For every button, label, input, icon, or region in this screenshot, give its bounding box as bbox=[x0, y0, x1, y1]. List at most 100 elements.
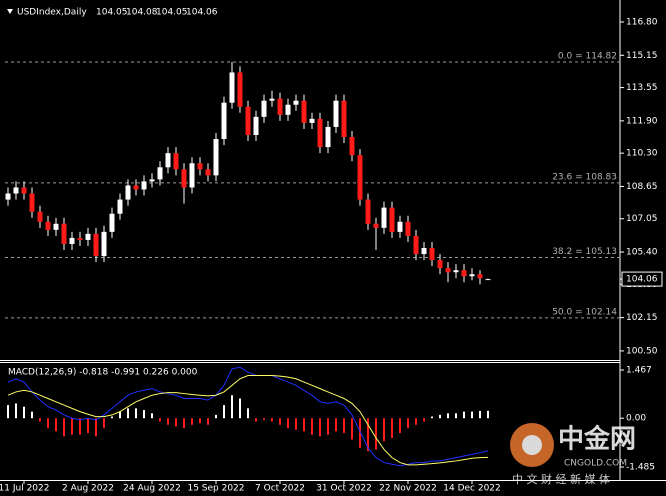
macd-histogram-bar bbox=[7, 405, 9, 419]
macd-histogram-bar bbox=[399, 418, 401, 434]
x-tick-label: 15 Sep 2022 bbox=[187, 484, 244, 494]
candle-body bbox=[5, 193, 11, 200]
candle-body bbox=[485, 279, 491, 281]
candle-body bbox=[101, 231, 107, 257]
y-tick-label: 110.30 bbox=[626, 149, 658, 159]
candle-body bbox=[85, 233, 91, 240]
macd-histogram-bar bbox=[87, 418, 89, 434]
candle-body bbox=[469, 274, 475, 277]
watermark-site: CNGOLD.COM bbox=[564, 459, 627, 469]
candle-body bbox=[349, 137, 355, 156]
macd-histogram-bar bbox=[119, 411, 121, 419]
candle-body bbox=[381, 207, 387, 228]
candle-body bbox=[69, 237, 75, 244]
candle-body bbox=[301, 100, 307, 123]
macd-histogram-bar bbox=[383, 418, 385, 442]
candle-body bbox=[453, 270, 459, 273]
candle-body bbox=[221, 102, 227, 140]
macd-histogram-bar bbox=[95, 418, 97, 437]
watermark-logo-icon-inner bbox=[522, 435, 542, 455]
macd-histogram-bar bbox=[127, 408, 129, 419]
macd-histogram-bar bbox=[175, 418, 177, 427]
macd-histogram-bar bbox=[159, 418, 161, 422]
macd-histogram-bar bbox=[287, 418, 289, 429]
macd-histogram-bar bbox=[47, 418, 49, 429]
candle-body bbox=[365, 199, 371, 224]
watermark-logo: 中金网 bbox=[558, 424, 636, 455]
macd-histogram-bar bbox=[223, 405, 225, 419]
macd-histogram-bar bbox=[471, 411, 473, 419]
macd-histogram-bar bbox=[439, 414, 441, 419]
macd-histogram-bar bbox=[359, 418, 361, 448]
macd-histogram-bar bbox=[295, 418, 297, 430]
candle-body bbox=[341, 100, 347, 138]
ohlc-low: 104.05 bbox=[156, 8, 188, 18]
y-tick-label: 115.15 bbox=[626, 51, 658, 61]
y-tick-label: 113.55 bbox=[626, 83, 658, 93]
macd-histogram-bar bbox=[23, 406, 25, 419]
candle-body bbox=[53, 223, 59, 230]
candle-body bbox=[197, 163, 203, 170]
candle-body bbox=[413, 235, 419, 255]
candle-body bbox=[293, 100, 299, 105]
ohlc-open: 104.05 bbox=[96, 8, 128, 18]
candle-body bbox=[125, 185, 131, 200]
candle-body bbox=[149, 179, 155, 182]
candle-body bbox=[245, 106, 251, 135]
candle-body bbox=[269, 98, 275, 101]
candle-body bbox=[173, 153, 179, 170]
x-tick-label: 11 Jul 2022 bbox=[0, 484, 49, 494]
candle-body bbox=[213, 139, 219, 176]
candle-body bbox=[309, 118, 315, 123]
candle-body bbox=[317, 118, 323, 148]
macd-histogram-bar bbox=[103, 418, 105, 429]
macd-histogram-bar bbox=[279, 418, 281, 425]
candle-body bbox=[117, 199, 123, 214]
x-tick-label: 7 Oct 2022 bbox=[255, 484, 305, 494]
candle-body bbox=[133, 185, 139, 190]
macd-histogram-bar bbox=[263, 418, 265, 420]
macd-histogram-bar bbox=[375, 418, 377, 450]
y-tick-label: 100.50 bbox=[626, 346, 658, 356]
macd-histogram-bar bbox=[79, 418, 81, 435]
macd-histogram-bar bbox=[431, 416, 433, 419]
candle-body bbox=[141, 181, 147, 190]
candle-body bbox=[29, 193, 35, 212]
x-tick-label: 14 Dec 2022 bbox=[443, 484, 501, 494]
macd-histogram-bar bbox=[455, 413, 457, 419]
menu-arrow[interactable] bbox=[7, 9, 13, 14]
macd-histogram-bar bbox=[215, 414, 217, 419]
candle-body bbox=[261, 100, 267, 117]
macd-histogram-bar bbox=[327, 418, 329, 435]
macd-histogram-bar bbox=[39, 418, 41, 422]
current-price-box bbox=[621, 271, 663, 287]
candle-body bbox=[253, 116, 259, 135]
macd-histogram-bar bbox=[183, 418, 185, 429]
candle-body bbox=[165, 153, 171, 168]
candle-body bbox=[285, 104, 291, 115]
fib-label: 0.0 = 114.82 bbox=[558, 51, 617, 61]
macd-histogram-bar bbox=[151, 413, 153, 419]
candle-body bbox=[109, 213, 115, 232]
macd-histogram-bar bbox=[303, 418, 305, 432]
macd-histogram-bar bbox=[55, 418, 57, 432]
ohlc-close: 104.06 bbox=[186, 8, 218, 18]
fib-label: 38.2 = 105.13 bbox=[552, 247, 617, 257]
candle-body bbox=[181, 169, 187, 188]
candle-body bbox=[421, 248, 427, 255]
macd-histogram-bar bbox=[207, 418, 209, 425]
macd-histogram-bar bbox=[239, 398, 241, 419]
watermark-slogan: 中 文 财 经 新 媒 体 bbox=[512, 472, 610, 486]
candle-body bbox=[325, 126, 331, 148]
macd-histogram-bar bbox=[343, 418, 345, 434]
candle-body bbox=[277, 98, 283, 115]
macd-histogram-bar bbox=[463, 411, 465, 419]
candle-body bbox=[77, 237, 83, 240]
candle-body bbox=[405, 221, 411, 236]
candle-body bbox=[357, 155, 363, 200]
candle-body bbox=[461, 270, 467, 277]
candle-body bbox=[445, 268, 451, 273]
macd-histogram-bar bbox=[199, 418, 201, 424]
macd-histogram-bar bbox=[63, 418, 65, 437]
